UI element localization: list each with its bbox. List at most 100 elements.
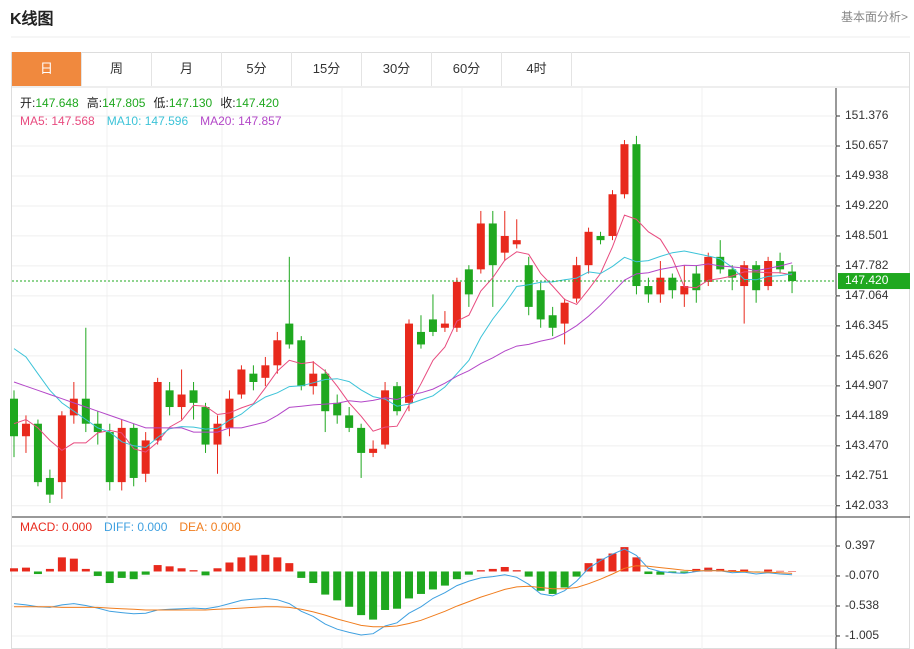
macd-bar xyxy=(704,567,713,572)
candle-body xyxy=(584,231,593,266)
macd-bar xyxy=(381,571,390,610)
info-value: 147.805 xyxy=(102,96,146,110)
macd-bar xyxy=(117,571,126,578)
page-title: K线图 xyxy=(10,11,54,28)
fundamental-link[interactable]: 基本面分析> xyxy=(840,10,908,24)
candle-body xyxy=(644,286,653,295)
macd-bar xyxy=(428,571,437,590)
candle-body xyxy=(201,407,210,445)
y-tick-label: 0.397 xyxy=(845,538,875,552)
candle-body xyxy=(81,398,90,424)
candle-body xyxy=(452,281,461,328)
candle-body xyxy=(153,381,162,441)
candle-body xyxy=(572,265,581,299)
candle-body xyxy=(704,256,713,282)
candle-body xyxy=(440,323,449,328)
candle-body xyxy=(129,427,138,478)
macd-bar xyxy=(345,571,354,607)
legend: MACD: 0.000 DIFF: 0.000 DEA: 0.000 xyxy=(20,520,241,534)
info-value: 147.648 xyxy=(35,96,79,110)
y-tick-label: 148.501 xyxy=(845,228,889,242)
candle-body xyxy=(536,290,545,320)
macd-bar xyxy=(93,571,102,576)
tab[interactable]: 30分 xyxy=(362,52,432,86)
candle-body xyxy=(273,340,282,366)
y-tick-label: 144.189 xyxy=(845,408,889,422)
macd-bar xyxy=(608,553,617,572)
info-label: 高: xyxy=(87,95,102,110)
macd-bar xyxy=(309,571,318,584)
macd-bar xyxy=(225,562,234,572)
y-tick-label: 151.376 xyxy=(845,108,889,122)
candle-body xyxy=(740,265,749,287)
candle-body xyxy=(10,398,18,437)
macd-bar xyxy=(273,557,282,572)
y-tick-label: 143.470 xyxy=(845,438,889,452)
tab[interactable]: 15分 xyxy=(292,52,362,86)
macd-bar xyxy=(452,571,461,580)
candle-body xyxy=(321,373,330,412)
macd-bar xyxy=(129,571,138,580)
y-tick-label: 142.033 xyxy=(845,498,889,512)
macd-bar xyxy=(405,571,414,599)
macd-bar xyxy=(213,568,222,572)
tab[interactable]: 周 xyxy=(82,52,152,86)
macd-bar xyxy=(692,568,701,572)
macd-bar xyxy=(620,547,629,572)
macd-line xyxy=(13,548,793,636)
macd-bar xyxy=(297,571,306,578)
candle-body xyxy=(596,235,605,241)
y-tick-label: 144.907 xyxy=(845,378,889,392)
last-price-label: 147.420 xyxy=(845,273,889,287)
macd-bar xyxy=(524,571,533,577)
info-label: 低: xyxy=(153,96,168,110)
candle-body xyxy=(393,386,402,412)
macd-bar xyxy=(716,568,725,572)
macd-bar xyxy=(632,557,641,572)
macd-bar xyxy=(189,570,198,572)
vertical-grid xyxy=(106,88,703,649)
legend-item: DEA: 0.000 xyxy=(179,520,241,534)
macd-bar xyxy=(440,571,449,586)
macd-bar xyxy=(536,571,545,591)
macd-bar xyxy=(548,571,557,594)
info-label: 开: xyxy=(20,96,35,110)
candle-body xyxy=(500,235,509,253)
y-tick-label: 149.938 xyxy=(845,168,889,182)
info-label: 收: xyxy=(220,96,235,110)
candle-body xyxy=(416,331,425,345)
legend-item: MA20: 147.857 xyxy=(200,114,282,128)
y-tick-label: -1.005 xyxy=(845,628,879,642)
macd-bar xyxy=(584,563,593,572)
macd-bar xyxy=(57,557,66,572)
y-tick-label: 147.782 xyxy=(845,258,889,272)
candle-body xyxy=(285,323,294,345)
y-tick-label: 145.626 xyxy=(845,348,889,362)
macd-bar xyxy=(560,571,569,588)
macd-bar xyxy=(369,571,378,620)
macd-bar xyxy=(105,571,114,584)
macd-bar xyxy=(249,555,258,572)
tab[interactable]: 日 xyxy=(12,52,82,86)
candle-body xyxy=(524,265,533,307)
candle-body xyxy=(141,440,150,474)
y-tick-label: 146.345 xyxy=(845,318,889,332)
tab[interactable]: 60分 xyxy=(432,52,502,86)
macd-bar xyxy=(237,557,246,572)
ma-line xyxy=(13,262,793,433)
candle-body xyxy=(752,265,761,291)
tab[interactable]: 月 xyxy=(152,52,222,86)
tab[interactable]: 4时 xyxy=(502,52,572,86)
tab[interactable]: 5分 xyxy=(222,52,292,86)
y-tick-label: 147.064 xyxy=(845,288,889,302)
candle-body xyxy=(45,477,54,495)
candle-body xyxy=(261,365,270,378)
candle-body xyxy=(369,448,378,453)
candle-body xyxy=(105,432,114,483)
info-value: 147.130 xyxy=(169,96,213,110)
ma-line xyxy=(13,250,793,449)
candle-body xyxy=(548,315,557,328)
macd-bar xyxy=(261,554,270,572)
macd-bar xyxy=(153,565,162,572)
